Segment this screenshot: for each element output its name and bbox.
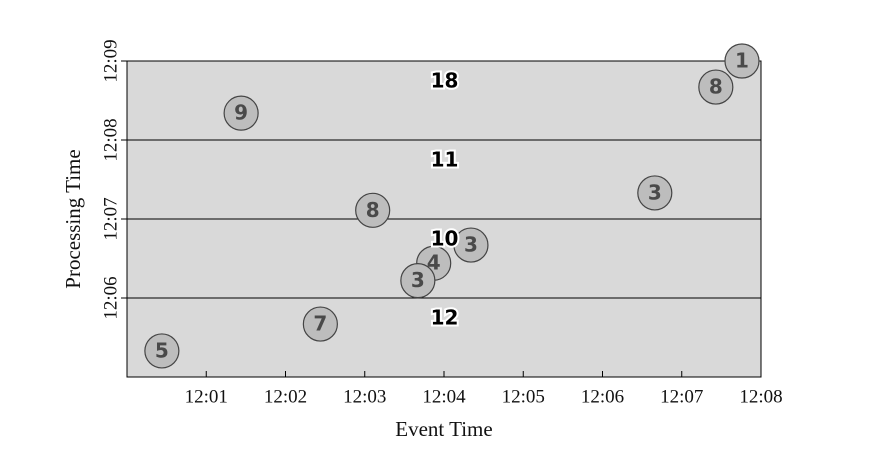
x-tick-label: 12:06: [581, 386, 624, 407]
x-tick-label: 12:04: [422, 386, 466, 407]
pane-sum: 10: [431, 227, 459, 251]
x-tick-label: 12:07: [660, 386, 703, 407]
x-tick-label: 12:03: [343, 386, 386, 407]
point: [453, 227, 489, 263]
x-axis-title: Event Time: [395, 417, 492, 441]
x-tick-label: 12:08: [739, 386, 782, 407]
y-tick-label: 12:07: [100, 197, 121, 240]
point-label: 7: [313, 312, 327, 336]
point: [400, 263, 436, 299]
point: [637, 175, 673, 211]
y-axis-title: Processing Time: [61, 149, 85, 288]
point-label: 9: [234, 101, 248, 125]
point: [144, 333, 180, 369]
x-tick-label: 12:01: [185, 386, 228, 407]
point: [724, 43, 760, 79]
x-tick-label: 12:02: [264, 386, 307, 407]
point-label: 3: [648, 180, 662, 204]
point-label: 8: [709, 75, 723, 99]
y-tick-label: 12:09: [100, 39, 121, 82]
x-tick-label: 12:05: [502, 386, 545, 407]
point: [223, 95, 259, 131]
point: [698, 69, 734, 105]
y-tick-label: 12:08: [100, 118, 121, 161]
point: [302, 306, 338, 342]
point-label: 8: [366, 198, 380, 222]
pane-sum: 12: [431, 306, 459, 330]
y-tick-label: 12:06: [100, 276, 121, 319]
point-label: 3: [411, 268, 425, 292]
point-label: 5: [155, 338, 169, 362]
pane-sum: 11: [431, 148, 459, 172]
pane-sum: 18: [431, 69, 459, 93]
point-label: 3: [464, 233, 478, 257]
point: [355, 192, 391, 228]
point-label: 1: [735, 49, 749, 73]
